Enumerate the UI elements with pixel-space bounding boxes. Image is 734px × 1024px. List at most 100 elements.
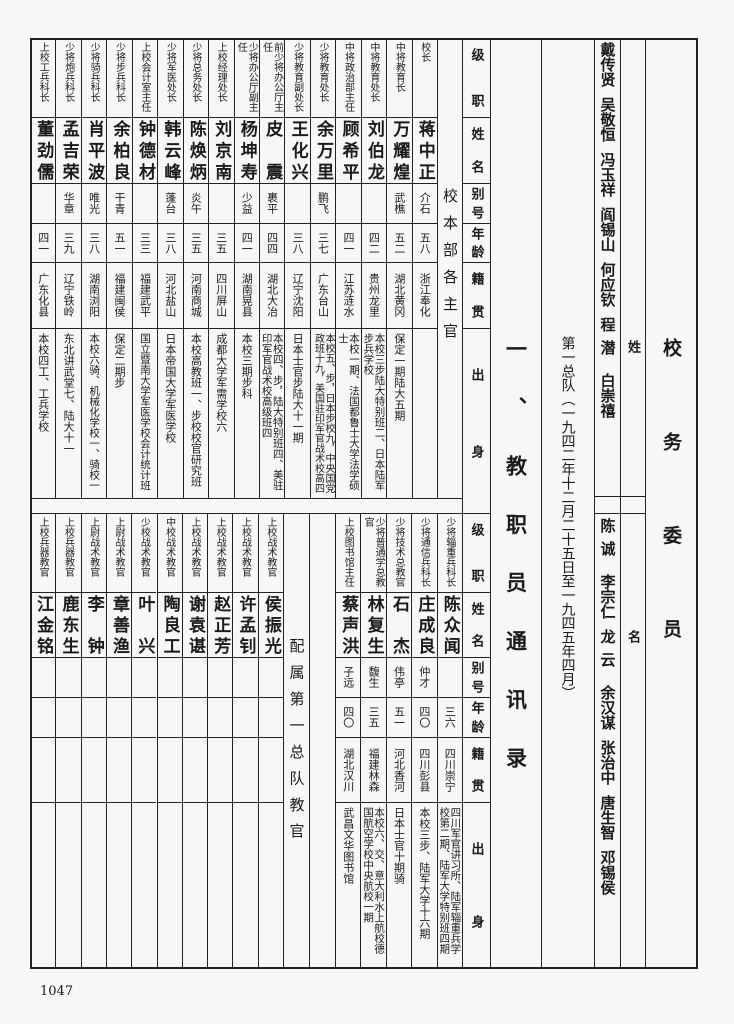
table-rule	[233, 262, 259, 263]
table-rule	[284, 183, 310, 184]
cell-name-text: 孟吉荣	[58, 120, 79, 180]
cell-background: 本校四、步，陆大特别班四、美驻印军官战术校高级班四	[259, 328, 284, 498]
header-native: 籍贯	[462, 737, 490, 802]
table-rule	[157, 38, 159, 498]
table-rule	[335, 328, 361, 329]
cell-name-text: 赵正芳	[210, 595, 231, 654]
cell-name-text: 刘伯龙	[363, 120, 384, 180]
cell-native: 湖北汉川	[335, 737, 360, 802]
table-rule	[258, 223, 285, 224]
table-rule	[106, 223, 132, 224]
table-rule	[30, 967, 698, 969]
cell-age-text: 四〇	[417, 706, 431, 728]
cell-age-text: 四二	[367, 231, 381, 254]
table-rule	[462, 183, 490, 184]
table-rule	[157, 262, 183, 263]
cell-title: 少将总务处长	[183, 38, 208, 117]
cell-native: 广东化县	[30, 262, 55, 328]
table-rule	[208, 183, 234, 184]
cell-background-text: 日本帝国大学军医学校	[163, 333, 177, 443]
subtitle: 第一总队（一九四二年十二月二十五日至一九四五年四月）	[541, 38, 594, 968]
table-rule	[385, 802, 412, 803]
cell-age: 三五	[208, 223, 233, 262]
cell-title-text: 少将教育副处长	[291, 42, 303, 112]
cell-background: 本校六、交、意大利水上航校德国航空学校中央航校一期	[360, 802, 385, 968]
table-rule	[411, 802, 437, 803]
table-rule	[208, 117, 234, 118]
cell-name: 余万里	[310, 117, 335, 183]
cell-title: 少将通信兵科长	[411, 513, 436, 592]
table-rule	[360, 328, 387, 329]
cell-alias-text: 炎午	[189, 192, 203, 214]
cell-age: 四一	[335, 223, 360, 262]
cell-title-text: 少将技术总教官	[392, 517, 404, 587]
table-rule	[105, 592, 132, 593]
header-title-text: 级职	[468, 523, 484, 582]
cell-background: 保定二期步	[106, 328, 131, 498]
cell-background: 日本士官步陆大十一期	[284, 328, 309, 498]
table-rule	[335, 117, 361, 118]
cell-title: 上校战术教官	[182, 513, 207, 592]
cell-alias: 干青	[106, 183, 131, 223]
cell-native-text: 湖南浏阳	[87, 273, 101, 317]
cell-age-text: 三五	[214, 231, 228, 254]
cell-background-text: 本校四、步，陆大特别班四、美驻印军官战术校高级班四	[260, 333, 284, 491]
cell-title: 校长	[412, 38, 437, 117]
table-rule	[436, 592, 462, 593]
cell-title: 上校经理处长	[208, 38, 233, 117]
cell-age: 三九	[55, 223, 80, 262]
table-rule	[385, 513, 387, 968]
table-rule	[411, 183, 437, 184]
committee-member-name: 邓锡侯	[598, 850, 617, 895]
cell-native: 浙江奉化	[412, 262, 437, 328]
cell-title: 中将教育长	[386, 38, 411, 117]
table-rule	[360, 802, 386, 803]
cell-age: 三八	[81, 223, 106, 262]
table-rule	[436, 737, 462, 738]
table-rule	[233, 328, 259, 329]
table-rule	[462, 38, 490, 39]
header-background-text: 出身	[468, 368, 484, 458]
table-rule	[181, 657, 208, 658]
table-rule	[182, 328, 209, 329]
cell-alias: 武樵	[386, 183, 411, 223]
cell-name: 余柏良	[106, 117, 131, 183]
cell-alias	[361, 183, 386, 223]
table-rule	[232, 737, 258, 738]
table-rule	[106, 183, 132, 184]
cell-native: 福建武平	[132, 262, 157, 328]
cell-native-text: 广东台山	[316, 273, 330, 317]
table-rule	[462, 223, 490, 224]
cell-native-text: 四川彭县	[417, 747, 431, 792]
cell-age: 三八	[157, 223, 182, 262]
cell-name: 陈焕炳	[183, 117, 208, 183]
cell-native: 河北香河	[386, 737, 411, 802]
cell-name-text: 许孟钊	[235, 595, 256, 654]
table-rule	[411, 513, 413, 968]
cell-name-text: 陈焕炳	[185, 120, 206, 180]
table-rule	[385, 657, 412, 658]
table-rule	[105, 802, 132, 803]
cell-background: 本校五、步，日本步校九，中央国党政班十九，美国驻印军官战术校高四	[310, 328, 335, 498]
cell-alias: 馥生	[360, 657, 385, 697]
cell-background: 本校三步、陆军大学十六期	[411, 802, 436, 968]
cell-native-text: 湖北大冶	[265, 273, 279, 317]
table-rule	[106, 38, 108, 498]
cell-title-text: 少校战术教官	[138, 517, 150, 577]
table-rule	[541, 38, 542, 968]
cell-title-text: 上校图书馆主任	[342, 517, 354, 587]
cell-name: 董劲儒	[30, 117, 55, 183]
table-rule	[386, 183, 412, 184]
table-rule	[335, 697, 361, 698]
cell-title: 少将技术总教官	[386, 513, 411, 592]
table-rule	[436, 657, 462, 658]
cell-age: 三六	[437, 697, 462, 737]
table-rule	[309, 183, 336, 184]
cell-background-text: 武昌文华图书馆	[341, 807, 355, 884]
cell-background-text: 本校四工、工兵学校	[36, 333, 50, 432]
table-rule	[594, 496, 645, 497]
table-rule	[30, 38, 31, 498]
cell-name-text: 侯振光	[260, 595, 281, 654]
table-rule	[284, 262, 310, 263]
table-rule	[55, 117, 81, 118]
